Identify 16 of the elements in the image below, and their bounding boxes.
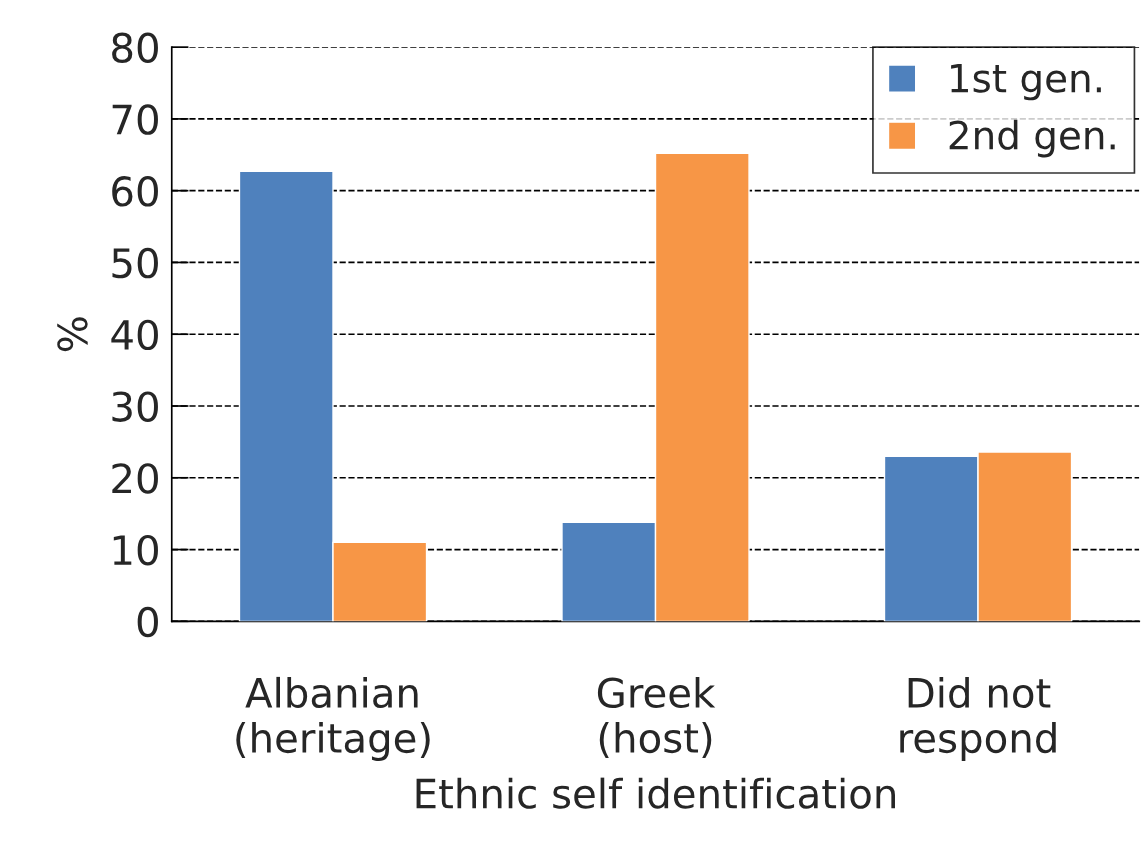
x-tick-label: Did not respond <box>900 676 1056 761</box>
y-tick-label: 70 <box>112 104 158 135</box>
y-tick-label: 80 <box>112 32 158 64</box>
y-axis-title: % <box>57 317 88 352</box>
legend-label: 2nd gen. <box>949 119 1115 158</box>
x-tick-label: Greek (host) <box>597 676 716 758</box>
y-tick-label: 60 <box>112 176 158 207</box>
x-axis-title: Ethnic self identification <box>416 777 895 809</box>
y-tick-label: 20 <box>112 463 158 494</box>
y-tick-label: 50 <box>112 247 158 279</box>
y-tick-label: 30 <box>112 391 158 422</box>
legend-label: 1st gen. <box>951 63 1101 101</box>
x-tick-label: Albanian (heritage) <box>236 676 430 761</box>
y-tick-label: 40 <box>111 319 158 351</box>
y-tick-label: 0 <box>137 606 158 638</box>
y-tick-label: 10 <box>113 534 158 566</box>
